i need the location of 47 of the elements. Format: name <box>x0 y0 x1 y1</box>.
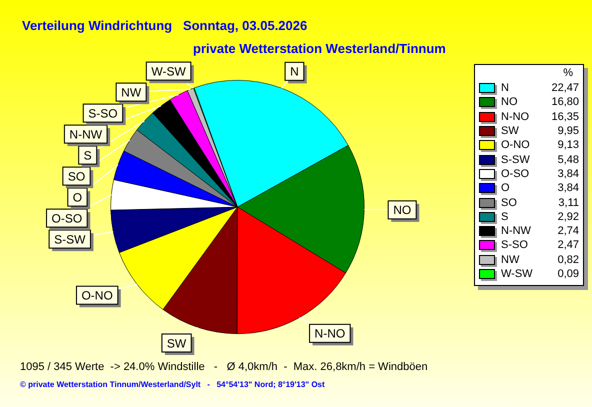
data-label: 0,82 <box>558 254 579 266</box>
text: 1095 / 345 Werte -> 24.0% Windstille - Ø 4,0km/h - Max. 26,8km/h = Windböen <box>20 361 428 373</box>
slice-label: NO <box>393 203 412 218</box>
legend-title: % <box>562 67 574 81</box>
data-label: 2,92 <box>558 210 579 223</box>
legend-label: O-NO <box>501 139 531 152</box>
slice-label: SO <box>68 169 86 184</box>
data-label: 0,09 <box>558 268 579 280</box>
data-label: 5,48 <box>558 154 579 166</box>
slice-label: S-SW <box>54 232 86 246</box>
slice-label: S-SO <box>88 106 118 120</box>
slice-label: SW <box>166 336 187 350</box>
legend-label: N-NW <box>501 225 532 238</box>
data-label: 22,47 <box>551 82 579 94</box>
slice-label: O <box>72 190 82 204</box>
legend-label: S-SW <box>501 154 531 166</box>
slice-label: N-NO <box>314 326 346 341</box>
legend-label: NW <box>501 254 520 266</box>
legend-label: S <box>501 210 510 223</box>
legend-label: N-NO <box>501 110 530 123</box>
slice-label: N <box>290 64 299 79</box>
slice-label: O-SO <box>52 211 82 226</box>
chart-title: Verteilung Windrichtung Sonntag, 03.05.2026 <box>22 18 308 33</box>
data-label: 3,84 <box>558 168 579 180</box>
chart-subtitle: private Wetterstation Westerland/Tinnum <box>193 41 446 56</box>
legend-label: SW <box>501 125 520 138</box>
data-label: 9,95 <box>558 125 579 138</box>
legend-label: N <box>501 82 510 94</box>
legend-label: S-SO <box>501 239 529 252</box>
legend-label: NO <box>501 96 518 108</box>
data-label: 2,74 <box>558 225 579 238</box>
data-label: 16,35 <box>551 110 579 123</box>
data-label: 2,47 <box>558 239 579 252</box>
data-label: 3,84 <box>558 182 579 194</box>
slice-label: NW <box>121 85 142 100</box>
data-label: 3,11 <box>558 196 579 209</box>
text: © private Wetterstation Tinnum/Westerland/Sylt - 54°54'13" Nord; 8°19'13" Ost <box>20 380 325 389</box>
legend-label: O <box>501 182 511 194</box>
slice-label: O-NO <box>81 288 113 303</box>
legend-label: W-SW <box>501 268 534 280</box>
slice-label: W-SW <box>151 64 186 78</box>
legend-label: SO <box>501 196 518 209</box>
slice-label: N-NW <box>69 127 103 142</box>
slice-label: S <box>84 148 92 162</box>
data-label: 16,80 <box>551 96 579 108</box>
legend-label: O-SO <box>501 168 530 180</box>
data-label: 9,13 <box>558 139 579 152</box>
